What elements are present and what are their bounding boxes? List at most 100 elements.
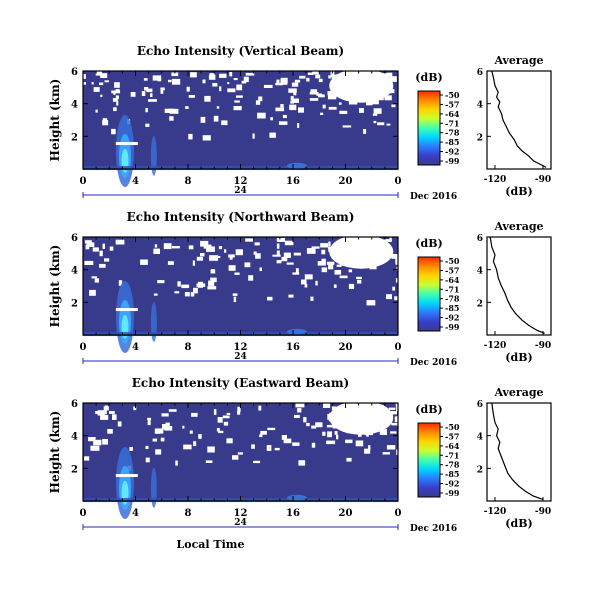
missing-data-cell: [322, 104, 326, 109]
missing-data-cell: [320, 243, 329, 248]
missing-data-cell: [318, 94, 325, 98]
missing-data-cell: [90, 445, 100, 451]
missing-data-cell: [254, 242, 260, 246]
profile-frame: [486, 402, 552, 502]
panel-1: Echo Intensity (Vertical Beam) 0 4 8 12 16 20 0…: [48, 44, 552, 202]
missing-data-region: [329, 68, 394, 103]
missing-data-cell: [388, 407, 396, 410]
missing-data-cell: [91, 82, 94, 85]
missing-data-cell: [208, 280, 215, 286]
missing-data-cell: [377, 122, 385, 126]
missing-data-cell: [210, 277, 217, 283]
missing-data-cell: [229, 72, 233, 77]
colorbar-tick-label: -50: [445, 422, 460, 432]
missing-data-region: [329, 234, 394, 269]
missing-data-cell: [338, 102, 342, 105]
missing-data-cell: [116, 100, 119, 106]
colorbar: [417, 256, 441, 332]
missing-data-cell: [233, 78, 238, 81]
missing-data-cell: [143, 78, 148, 81]
colorbar-tick-label: -92: [445, 313, 459, 323]
missing-data-cell: [364, 448, 371, 454]
missing-data-cell: [315, 74, 321, 79]
profile-frame: [486, 236, 552, 336]
echo-streak: [286, 494, 307, 501]
missing-data-cell: [298, 460, 306, 466]
missing-data-cell: [333, 284, 337, 288]
profile-y-tick-label: 4: [477, 433, 483, 443]
missing-data-cell: [253, 251, 257, 255]
y-axis-label: Height (km): [48, 79, 62, 162]
missing-data-cell: [263, 84, 273, 88]
date-label: Dec 2016: [410, 524, 457, 534]
missing-data-cell: [236, 84, 243, 91]
missing-data-cell: [389, 237, 392, 242]
x-tick-label: 0: [395, 176, 402, 187]
missing-data-cell: [280, 77, 288, 84]
missing-data-cell: [216, 428, 220, 432]
missing-data-cell: [153, 293, 158, 296]
missing-data-cell: [346, 457, 352, 462]
missing-data-cell: [204, 95, 211, 102]
missing-data-cell: [258, 405, 262, 411]
missing-data-cell: [171, 246, 180, 249]
missing-data-cell: [183, 444, 192, 450]
panel-title: Echo Intensity (Eastward Beam): [132, 376, 349, 390]
missing-data-cell: [93, 87, 100, 92]
missing-data-cell: [318, 78, 323, 83]
missing-data-cell: [154, 244, 158, 248]
missing-data-cell: [193, 441, 197, 447]
colorbar-tick-label: -64: [445, 109, 460, 119]
missing-data-cell: [290, 96, 294, 101]
y-tick-label: 6: [71, 67, 78, 78]
missing-data-cell: [391, 411, 397, 415]
missing-data-cell: [259, 434, 263, 438]
y-tick-label: 6: [71, 233, 78, 244]
missing-data-cell: [153, 248, 160, 254]
missing-data-cell: [357, 279, 362, 284]
missing-data-cell: [213, 115, 219, 122]
missing-data-cell: [386, 294, 392, 300]
missing-data-cell: [112, 414, 117, 420]
missing-data-cell: [237, 406, 241, 412]
missing-data-cell: [147, 419, 151, 426]
missing-data-cell: [276, 237, 285, 242]
colorbar-tick-label: -99: [445, 488, 460, 498]
missing-data-cell: [290, 101, 294, 104]
profile-title: Average: [493, 54, 543, 67]
missing-data-cell: [102, 120, 109, 126]
missing-data-cell: [299, 75, 306, 79]
missing-data-cell: [386, 72, 393, 77]
profile-y-tick-label: 4: [477, 267, 483, 277]
y-tick-label: 2: [71, 298, 78, 309]
missing-data-cell: [244, 262, 251, 268]
missing-data-cell: [219, 73, 227, 78]
missing-data-cell: [130, 92, 136, 97]
missing-data-cell: [379, 98, 384, 101]
missing-data-cell: [196, 283, 206, 287]
missing-data-cell: [99, 263, 106, 268]
missing-data-cell: [368, 445, 371, 451]
missing-data-cell: [283, 252, 291, 258]
missing-data-cell: [348, 269, 353, 273]
missing-data-cell: [303, 417, 307, 423]
missing-data-cell: [85, 244, 90, 250]
missing-data-cell: [269, 132, 276, 138]
date-label: Dec 2016: [410, 192, 457, 202]
y-tick-label: 4: [71, 432, 78, 443]
missing-data-cell: [386, 123, 391, 126]
missing-data-cell: [339, 275, 348, 279]
missing-data-cell: [291, 82, 299, 87]
x-tick-label: 16: [286, 176, 300, 187]
colorbar-tick-label: -85: [445, 469, 459, 479]
missing-data-cell: [190, 72, 197, 78]
missing-data-cell: [326, 424, 334, 428]
profile-frame: [486, 70, 552, 170]
missing-data-cell: [292, 442, 300, 446]
missing-data-cell: [276, 79, 280, 85]
x-tick-label: 8: [185, 176, 192, 187]
missing-data-cell: [267, 296, 273, 301]
missing-data-cell: [205, 460, 213, 463]
missing-data-cell: [288, 88, 297, 93]
missing-data-cell: [295, 403, 305, 408]
